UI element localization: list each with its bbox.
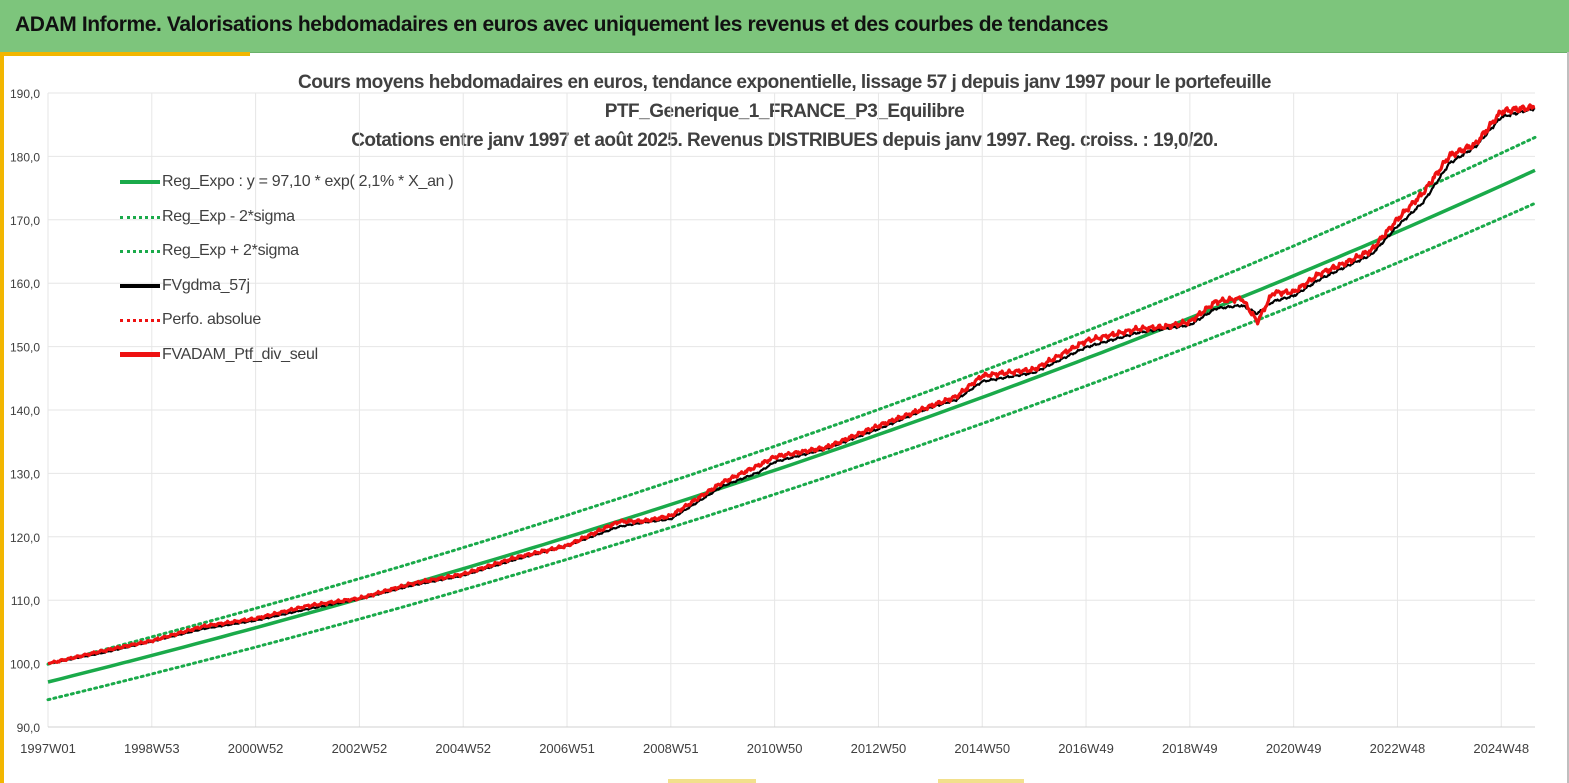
y-tick-label: 120,0 bbox=[10, 531, 40, 545]
y-tick-label: 190,0 bbox=[10, 87, 40, 101]
chart-legend: Reg_Expo : y = 97,10 * exp( 2,1% * X_an … bbox=[120, 165, 454, 373]
legend-item-reg-expo: Reg_Expo : y = 97,10 * exp( 2,1% * X_an … bbox=[120, 165, 454, 200]
legend-item-fvgdma: FVgdma_57j bbox=[120, 269, 453, 304]
y-tick-label: 110,0 bbox=[11, 594, 40, 608]
legend-item-reg-exp-minus: Reg_Exp - 2*sigma bbox=[120, 200, 453, 235]
x-tick-label: 2014W50 bbox=[954, 741, 1010, 756]
x-tick-label: 2000W52 bbox=[228, 741, 284, 756]
legend-swatch-dotted-red bbox=[120, 315, 162, 325]
header-banner: ADAM Informe. Valorisations hebdomadaire… bbox=[0, 0, 1569, 53]
chart-title-line-3: Cotations entre janv 1997 et août 2025. … bbox=[351, 130, 1218, 151]
y-tick-label: 130,0 bbox=[10, 467, 40, 481]
y-tick-label: 90,0 bbox=[17, 721, 41, 735]
legend-swatch-dotted-green bbox=[120, 246, 162, 256]
legend-label: Reg_Exp + 2*sigma bbox=[162, 242, 299, 260]
series-reg-exp-minus-2sigma bbox=[46, 201, 1537, 702]
x-tick-label: 2006W51 bbox=[539, 741, 595, 756]
accent-bar bbox=[0, 52, 250, 56]
y-tick-label: 150,0 bbox=[10, 341, 40, 355]
legend-item-fvadam: FVADAM_Ptf_div_seul bbox=[120, 338, 453, 373]
chart-title: Cours moyens hebdomadaires en euros, ten… bbox=[0, 68, 1569, 155]
series-fvadam-ptf-div-seul bbox=[47, 103, 1536, 666]
page-title: ADAM Informe. Valorisations hebdomadaire… bbox=[15, 13, 1109, 36]
x-tick-label: 2008W51 bbox=[643, 741, 699, 756]
x-tick-label: 2024W48 bbox=[1473, 741, 1529, 756]
x-tick-label: 2004W52 bbox=[435, 741, 491, 756]
frame-right-border bbox=[1567, 52, 1569, 783]
series-reg-expo bbox=[47, 168, 1536, 684]
x-tick-label: 2012W50 bbox=[851, 741, 907, 756]
x-tick-label: 2010W50 bbox=[747, 741, 803, 756]
legend-item-reg-exp-plus: Reg_Exp + 2*sigma bbox=[120, 234, 453, 269]
chart-title-line-1: Cours moyens hebdomadaires en euros, ten… bbox=[298, 72, 1271, 93]
bottom-accent-2 bbox=[938, 779, 1024, 783]
series-reg-exp-plus-2sigma bbox=[46, 135, 1537, 666]
x-tick-label: 2022W48 bbox=[1370, 741, 1426, 756]
legend-label: Reg_Exp - 2*sigma bbox=[162, 207, 295, 225]
x-tick-label: 2002W52 bbox=[332, 741, 388, 756]
legend-label: FVADAM_Ptf_div_seul bbox=[162, 345, 318, 363]
y-tick-label: 100,0 bbox=[10, 658, 40, 672]
x-tick-label: 1998W53 bbox=[124, 741, 180, 756]
x-tick-label: 2018W49 bbox=[1162, 741, 1218, 756]
legend-swatch-solid-black bbox=[120, 281, 162, 291]
y-tick-label: 180,0 bbox=[10, 150, 40, 164]
chart-title-line-2: PTF_Generique_1_FRANCE_P3_Equilibre bbox=[604, 101, 965, 122]
legend-swatch-solid-green bbox=[120, 177, 162, 187]
x-tick-label: 1997W01 bbox=[20, 741, 76, 756]
legend-label: Reg_Expo : y = 97,10 * exp( 2,1% * X_an … bbox=[162, 173, 454, 191]
legend-swatch-dotted-green bbox=[120, 212, 162, 222]
legend-swatch-solid-red bbox=[120, 350, 162, 360]
x-tick-label: 2016W49 bbox=[1058, 741, 1114, 756]
y-tick-label: 140,0 bbox=[10, 404, 40, 418]
legend-item-perfo-absolue: Perfo. absolue bbox=[120, 303, 453, 338]
legend-label: Perfo. absolue bbox=[162, 311, 261, 329]
accent-left-border bbox=[0, 52, 4, 783]
y-tick-label: 160,0 bbox=[10, 277, 40, 291]
series-fvgdma-57j bbox=[47, 107, 1536, 665]
y-tick-label: 170,0 bbox=[10, 214, 40, 228]
legend-label: FVgdma_57j bbox=[162, 276, 250, 294]
bottom-accent-1 bbox=[668, 779, 756, 783]
x-tick-label: 2020W49 bbox=[1266, 741, 1322, 756]
